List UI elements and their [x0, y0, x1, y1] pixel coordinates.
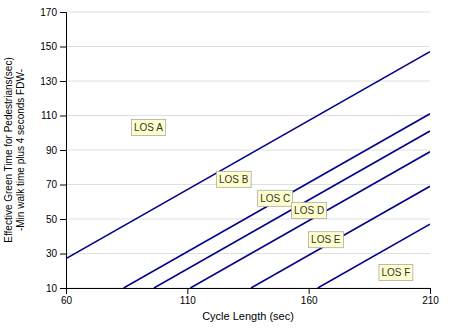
- axis-line: [67, 289, 431, 295]
- label-box: [131, 120, 165, 136]
- y-tick: 10: [46, 283, 66, 294]
- grid-line: [66, 150, 430, 151]
- tick-mark: [60, 81, 66, 82]
- line: [190, 152, 430, 288]
- y-axis-title: Effective Green Time for Pedestrians(sec…: [3, 57, 26, 242]
- label-box: [258, 190, 293, 206]
- x-tick: 160: [301, 288, 318, 306]
- grid-line: [66, 12, 430, 13]
- tick-label: 60: [61, 295, 73, 306]
- grid-line: [66, 46, 430, 47]
- line: [154, 131, 430, 288]
- tick-label: 90: [46, 145, 58, 156]
- x-axis: 60 110 160 210: [61, 288, 439, 306]
- tick-label: 70: [46, 179, 58, 190]
- annotation-text: LOS B: [219, 174, 249, 185]
- tick-mark: [60, 150, 66, 151]
- tick-label: 110: [180, 295, 196, 306]
- x-tick: 110: [180, 288, 196, 306]
- annotation-text: LOS D: [294, 205, 324, 216]
- annotation-text: LOS E: [311, 234, 341, 245]
- grid-line: [66, 115, 430, 116]
- line: [66, 52, 430, 259]
- x-axis-title: Cycle Length (sec): [202, 310, 294, 322]
- tick-mark: [60, 47, 66, 48]
- annotation-text: LOS A: [134, 122, 163, 133]
- tick-label: 160: [301, 295, 318, 306]
- y-tick: 70: [46, 179, 66, 190]
- y-tick: 150: [40, 41, 66, 52]
- annotation: LOS A: [131, 120, 165, 136]
- lines: [66, 52, 430, 288]
- tick-mark: [60, 254, 66, 255]
- annotation: LOS B: [216, 171, 251, 187]
- line: [124, 114, 430, 288]
- label-box: [216, 171, 251, 187]
- annotation-text: LOS C: [260, 193, 290, 204]
- tick-mark: [60, 12, 66, 13]
- annotation: LOS C: [258, 190, 293, 206]
- y-tick: 170: [40, 7, 66, 18]
- annotation: LOS F: [379, 264, 413, 280]
- label-box: [379, 264, 413, 280]
- tick-label: 150: [40, 41, 57, 52]
- annotation: LOS E: [309, 232, 344, 248]
- tick-label: 210: [422, 295, 439, 306]
- y-tick: 30: [46, 248, 66, 259]
- tick-mark: [187, 288, 188, 294]
- grid-line: [66, 81, 430, 82]
- line: [251, 186, 430, 288]
- tick-label: 170: [40, 7, 57, 18]
- tick-mark: [430, 288, 431, 294]
- tick-label: 10: [46, 283, 58, 294]
- x-tick: 210: [422, 288, 439, 306]
- tick-mark: [60, 116, 66, 117]
- annotation-text: LOS F: [381, 267, 410, 278]
- y-tick: 110: [41, 110, 66, 121]
- axis-line: [60, 13, 67, 289]
- chart: 601101602101030507090110130150170LOS ALO…: [0, 0, 450, 328]
- tick-label: 30: [46, 248, 58, 259]
- tick-label: 110: [41, 110, 57, 121]
- y-tick: 90: [46, 145, 66, 156]
- grid: [66, 12, 430, 288]
- label-box: [292, 202, 327, 218]
- grid-line: [66, 253, 430, 254]
- x-tick: 60: [61, 288, 73, 306]
- tick-mark: [309, 288, 310, 294]
- tick-label: 50: [46, 214, 58, 225]
- label-box: [309, 232, 344, 248]
- tick-mark: [60, 219, 66, 220]
- annotation: LOS D: [292, 202, 327, 218]
- y-tick: 130: [40, 76, 66, 87]
- y-axis: 10 30 50 70 90 110 130 150 170: [40, 7, 66, 294]
- tick-mark: [60, 288, 66, 289]
- tick-mark: [60, 185, 66, 186]
- y-tick: 50: [46, 214, 66, 225]
- grid-line: [66, 219, 430, 220]
- annotations: LOS A LOS B LOS C LOS D LOS E LOS F: [131, 120, 412, 281]
- tick-label: 130: [40, 76, 57, 87]
